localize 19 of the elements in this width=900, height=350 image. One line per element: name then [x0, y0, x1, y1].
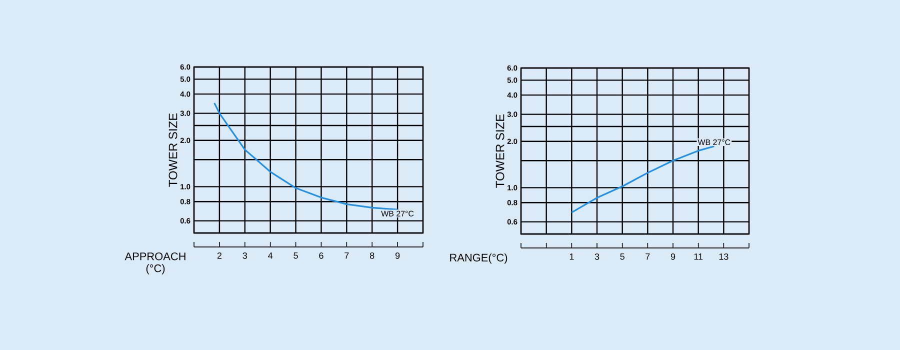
x-tick-label: 3	[594, 253, 600, 260]
x-tick-label: 5	[620, 253, 624, 260]
y-axis-title: TOWER SIZE	[496, 114, 504, 188]
x-tick-label: 6	[319, 252, 324, 259]
x-tick-label: 4	[268, 252, 273, 259]
x-tick-label: 11	[694, 253, 703, 260]
x-tick-label: 3	[242, 252, 247, 259]
x-tick-label: 7	[344, 252, 349, 259]
x-tick-label: 5	[294, 252, 298, 259]
x-tick-label: 13	[719, 253, 728, 260]
y-axis-title: TOWER SIZE	[168, 113, 178, 187]
x-tick-label: 8	[370, 252, 374, 259]
x-tick-label: 2	[217, 252, 222, 259]
x-tick-label: 9	[670, 253, 676, 260]
x-axis-title: RANGE(°C)	[450, 253, 508, 264]
x-axis-title: APPROACH (°C)	[124, 252, 186, 274]
x-tick-label: 7	[646, 253, 650, 260]
x-tick-label: 9	[395, 252, 400, 259]
x-tick-label: 1	[570, 253, 574, 260]
